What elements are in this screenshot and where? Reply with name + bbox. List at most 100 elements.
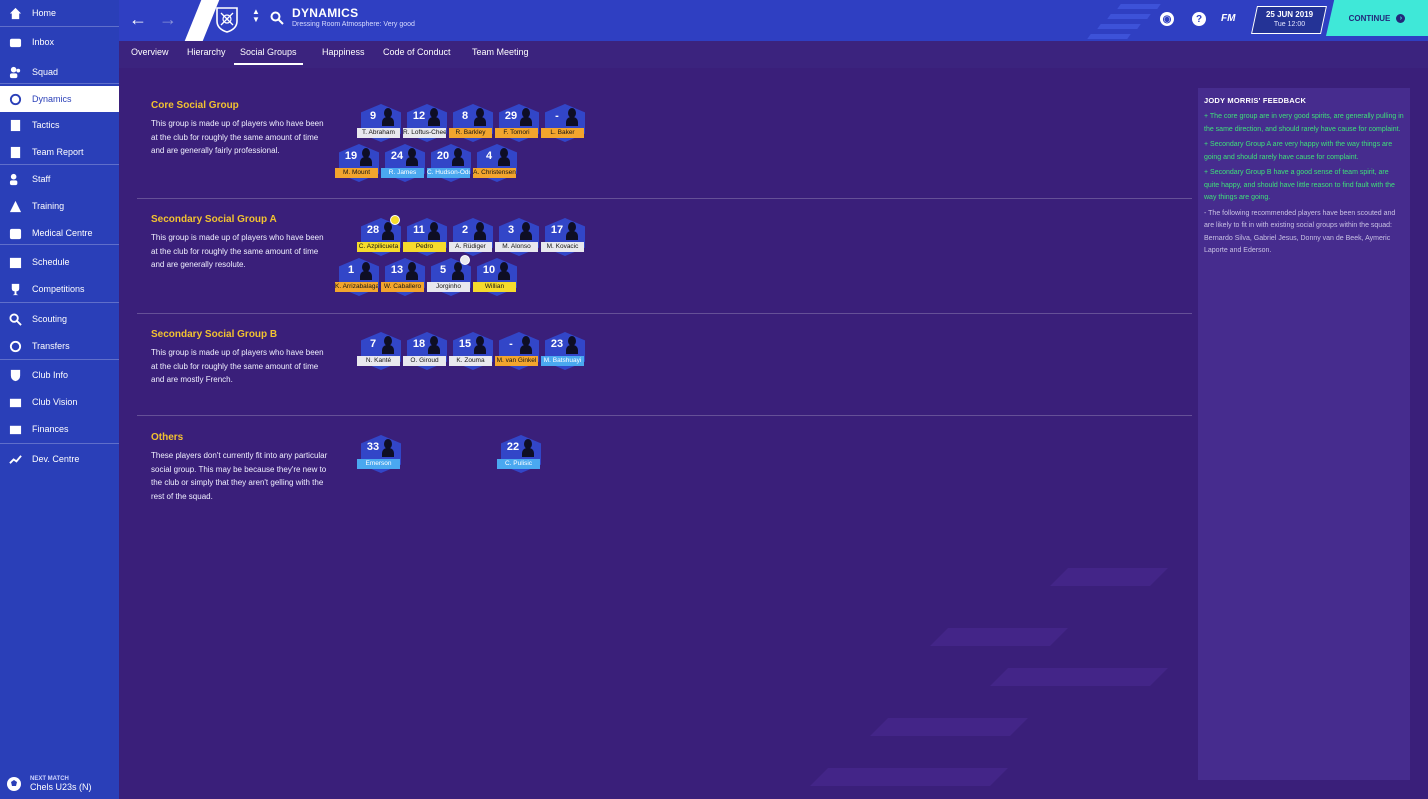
player-silhouette-icon — [520, 336, 532, 354]
header-decoration — [1087, 34, 1131, 39]
player-card[interactable]: 28 C. Azpilicueta — [357, 215, 403, 258]
player-card[interactable]: 17 M. Kovacic — [541, 218, 587, 258]
player-card[interactable]: 7 N. Kanté — [357, 332, 403, 372]
sidebar-item-dynamics[interactable]: Dynamics — [0, 86, 119, 112]
sidebar-item-home[interactable]: Home — [0, 0, 119, 26]
sidebar-item-competitions[interactable]: Competitions — [0, 276, 119, 302]
club-vision-icon — [8, 395, 22, 409]
next-match-value: Chels U23s (N) — [30, 782, 92, 792]
tab-team-meeting[interactable]: Team Meeting — [472, 47, 529, 57]
tab-happiness[interactable]: Happiness — [322, 47, 365, 57]
player-card[interactable]: 15 K. Zouma — [449, 332, 495, 372]
player-number: 7 — [369, 338, 377, 350]
player-card[interactable]: 23 M. Batshuayi — [541, 332, 587, 372]
fm-logo[interactable]: FM — [1221, 13, 1236, 24]
sidebar-item-club-vision[interactable]: Club Vision — [0, 389, 119, 415]
sidebar-item-squad[interactable]: Squad — [0, 59, 119, 85]
player-silhouette-icon — [566, 108, 578, 126]
sidebar-item-transfers[interactable]: Transfers — [0, 333, 119, 359]
background-decoration — [810, 768, 1008, 786]
group-description-others: These players don't currently fit into a… — [151, 451, 328, 501]
home-icon — [8, 6, 22, 20]
continue-button[interactable]: CONTINUE › — [1326, 0, 1428, 36]
player-card[interactable]: 3 M. Alonso — [495, 218, 541, 258]
sidebar-item-label: Transfers — [32, 341, 70, 351]
player-number: 17 — [550, 224, 564, 236]
feedback-item: + Secondary Group A are very happy with … — [1204, 141, 1393, 161]
sidebar-item-label: Training — [32, 201, 65, 211]
tactics-icon — [8, 118, 22, 132]
player-number: 29 — [504, 110, 518, 122]
back-arrow-icon[interactable]: ← — [129, 9, 147, 29]
next-match[interactable]: NEXT MATCH Chels U23s (N) — [0, 769, 119, 799]
player-name-label: T. Abraham — [357, 128, 400, 138]
player-card[interactable]: 9 T. Abraham — [357, 104, 403, 144]
current-time: Tue 12:00 — [1273, 21, 1306, 28]
player-silhouette-icon — [428, 108, 440, 126]
sidebar-item-inbox[interactable]: Inbox — [0, 29, 119, 55]
sidebar-item-label: Squad — [32, 67, 59, 77]
shield-icon — [8, 368, 22, 382]
player-card[interactable]: 5 Jorginho — [427, 255, 473, 298]
player-card[interactable]: 11 Pedro — [403, 218, 449, 258]
player-number: 19 — [344, 150, 358, 162]
sidebar-item-label: Club Vision — [32, 397, 78, 407]
sidebar-item-dev-centre[interactable]: Dev. Centre — [0, 446, 119, 472]
sidebar-item-training[interactable]: Training — [0, 193, 119, 219]
player-card[interactable]: 4 A. Christensen — [473, 144, 519, 184]
player-card[interactable]: 18 O. Giroud — [403, 332, 449, 372]
player-card[interactable]: 2 A. Rüdiger — [449, 218, 495, 258]
player-card[interactable]: 33 Emerson — [357, 435, 403, 475]
sidebar-item-scouting[interactable]: Scouting — [0, 306, 119, 332]
group-title-secondary-a: Secondary Social Group A — [151, 214, 277, 225]
date-display[interactable]: 25 JUN 2019 Tue 12:00 — [1251, 6, 1327, 34]
up-down-icon[interactable]: ▲ ▼ — [252, 7, 260, 24]
scouting-icon — [8, 312, 22, 326]
player-card[interactable]: - L. Baker — [541, 104, 587, 144]
group-title-secondary-b: Secondary Social Group B — [151, 329, 278, 340]
player-card[interactable]: 22 C. Pulisic — [497, 435, 543, 475]
player-card[interactable]: 12 R. Loftus-Cheek — [403, 104, 449, 144]
help-icon[interactable]: ? — [1192, 12, 1206, 26]
player-number: 4 — [485, 150, 493, 162]
tab-code-of-conduct[interactable]: Code of Conduct — [383, 47, 451, 57]
player-silhouette-icon — [498, 262, 510, 280]
club-crest-icon[interactable] — [215, 5, 239, 33]
sidebar-item-staff[interactable]: Staff — [0, 166, 119, 192]
player-name-label: C. Pulisic — [497, 459, 540, 469]
tab-hierarchy[interactable]: Hierarchy — [187, 47, 226, 57]
player-card[interactable]: - M. van Ginkel — [495, 332, 541, 372]
player-card[interactable]: 13 W. Caballero — [381, 258, 427, 298]
sidebar-item-club-info[interactable]: Club Info — [0, 362, 119, 388]
sidebar-item-label: Schedule — [32, 257, 70, 267]
player-card[interactable]: 8 R. Barkley — [449, 104, 495, 144]
player-number: 33 — [366, 441, 380, 453]
sidebar-item-schedule[interactable]: Schedule — [0, 249, 119, 275]
sidebar-item-team-report[interactable]: Team Report — [0, 139, 119, 165]
player-card[interactable]: 20 C. Hudson-Odoi — [427, 144, 473, 184]
player-card[interactable]: 19 M. Mount — [335, 144, 381, 184]
tab-overview[interactable]: Overview — [131, 47, 169, 57]
group-separator — [137, 415, 1192, 416]
sidebar-item-label: Tactics — [32, 120, 60, 130]
page-title: DYNAMICS — [292, 6, 359, 20]
sidebar-item-medical-centre[interactable]: Medical Centre — [0, 220, 119, 246]
sidebar-item-finances[interactable]: Finances — [0, 416, 119, 442]
player-number: 23 — [550, 338, 564, 350]
page-subtitle: Dressing Room Atmosphere: Very good — [292, 21, 415, 28]
player-name-label: R. James — [381, 168, 424, 178]
forward-arrow-icon[interactable]: → — [159, 9, 177, 29]
player-card[interactable]: 24 R. James — [381, 144, 427, 184]
player-card[interactable]: 29 F. Tomori — [495, 104, 541, 144]
sidebar-divider — [0, 26, 119, 27]
search-icon[interactable] — [270, 11, 284, 25]
current-date: 25 JUN 2019 — [1265, 10, 1314, 19]
sidebar-item-tactics[interactable]: Tactics — [0, 112, 119, 138]
group-description-core: This group is made up of players who hav… — [151, 119, 324, 155]
trophy-badge-icon[interactable]: ◉ — [1160, 12, 1174, 26]
player-card[interactable]: 1 K. Arrizabalaga — [335, 258, 381, 298]
tab-social-groups[interactable]: Social Groups — [234, 47, 303, 65]
player-silhouette-icon — [406, 262, 418, 280]
player-card[interactable]: 10 Willian — [473, 258, 519, 298]
sidebar-divider — [0, 359, 119, 360]
